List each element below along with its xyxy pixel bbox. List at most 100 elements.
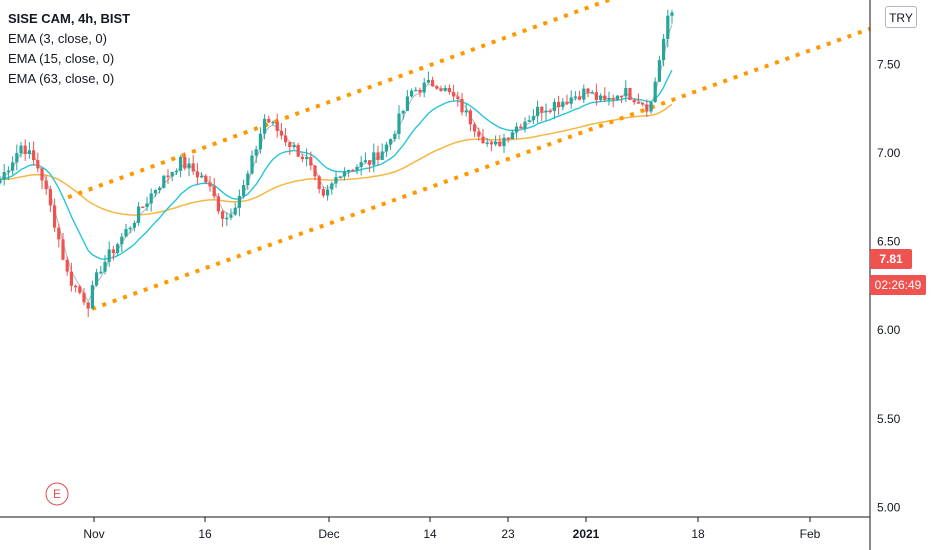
candle-body xyxy=(649,102,653,112)
candle-body xyxy=(174,170,178,173)
candle-body xyxy=(162,175,166,188)
candle-body xyxy=(208,182,212,187)
candle-body xyxy=(540,106,544,113)
candle-body xyxy=(153,190,157,194)
candle-body xyxy=(82,292,86,303)
candle-body xyxy=(258,133,262,150)
candle-body xyxy=(284,135,288,143)
candle-body xyxy=(61,239,65,260)
candle-body xyxy=(57,227,61,240)
candle-body xyxy=(405,96,409,111)
candle-body xyxy=(456,96,460,99)
candle-body xyxy=(498,141,502,147)
candle-body xyxy=(124,229,128,237)
candle-body xyxy=(40,168,44,181)
price-tick-label: 7.50 xyxy=(877,57,901,71)
candle-body xyxy=(384,144,388,152)
candle-body xyxy=(36,160,40,169)
indicator-ema-63[interactable]: EMA (63, close, 0) xyxy=(8,71,115,86)
candle-body xyxy=(557,101,561,108)
candle-body xyxy=(389,139,393,145)
candle-body xyxy=(128,227,132,230)
candle-body xyxy=(111,249,115,253)
time-axis[interactable]: Nov 16 Dec 14 23 2021 18 Feb xyxy=(83,517,821,541)
candle-body xyxy=(158,187,162,191)
candle-body xyxy=(636,102,640,104)
candles xyxy=(0,9,674,318)
candle-body xyxy=(653,81,657,103)
time-tick-label: 18 xyxy=(691,527,705,541)
countdown-badge-bg xyxy=(870,275,926,295)
candle-body xyxy=(641,102,645,105)
candle-body xyxy=(0,179,2,184)
candle-body xyxy=(86,302,90,309)
candle-body xyxy=(65,259,69,272)
candle-body xyxy=(271,121,275,124)
candle-body xyxy=(489,142,493,145)
candle-body xyxy=(620,95,624,98)
candle-body xyxy=(48,189,52,206)
candle-body xyxy=(179,156,183,171)
candle-body xyxy=(431,79,435,87)
candle-body xyxy=(116,244,120,253)
candle-body xyxy=(342,171,346,177)
candle-body xyxy=(233,207,237,215)
ema-63-line xyxy=(0,103,673,216)
candle-body xyxy=(195,171,199,178)
candle-body xyxy=(611,98,615,100)
time-tick-label: Dec xyxy=(318,527,339,541)
candle-body xyxy=(32,150,36,161)
candle-body xyxy=(330,183,334,190)
trend-channel[interactable] xyxy=(67,0,871,311)
price-tick-label: 5.00 xyxy=(877,501,901,515)
candle-body xyxy=(426,79,430,83)
indicator-ema-15[interactable]: EMA (15, close, 0) xyxy=(8,51,115,66)
time-tick-label: Nov xyxy=(83,527,104,541)
candle-body xyxy=(292,144,296,148)
candle-body xyxy=(250,155,254,174)
candle-body xyxy=(191,163,195,172)
candle-body xyxy=(355,166,359,171)
candle-body xyxy=(670,12,674,16)
currency-button[interactable]: TRY xyxy=(885,6,917,28)
candle-body xyxy=(216,196,220,212)
candle-body xyxy=(372,152,376,165)
candle-body xyxy=(452,92,456,97)
candle-body xyxy=(397,113,401,135)
earnings-event-marker[interactable]: E xyxy=(45,482,69,506)
candle-body xyxy=(481,136,485,144)
candle-body xyxy=(69,271,73,286)
candle-body xyxy=(15,153,19,163)
candle-body xyxy=(187,163,191,169)
candle-body xyxy=(263,118,267,134)
candle-body xyxy=(531,116,535,121)
chart-legend: SISE CAM, 4h, BIST EMA (3, close, 0) EMA… xyxy=(8,9,130,89)
candle-body xyxy=(141,206,145,209)
candle-body xyxy=(443,87,447,91)
candle-body xyxy=(305,157,309,160)
candle-body xyxy=(334,177,338,184)
candle-body xyxy=(11,162,15,171)
candle-body xyxy=(645,104,649,112)
candle-body xyxy=(447,87,451,93)
candle-body xyxy=(607,98,611,101)
candle-body xyxy=(435,86,439,89)
candle-body xyxy=(544,110,548,113)
indicator-ema-3[interactable]: EMA (3, close, 0) xyxy=(8,31,107,46)
candle-body xyxy=(27,150,31,154)
candle-body xyxy=(573,96,577,98)
candle-body xyxy=(624,87,628,97)
candle-body xyxy=(515,126,519,133)
candle-body xyxy=(561,101,565,108)
event-marker-circle[interactable] xyxy=(45,482,69,506)
time-tick-label: 16 xyxy=(198,527,212,541)
channel-lower-line[interactable] xyxy=(91,26,871,311)
price-axis[interactable]: 5.005.506.006.507.007.508.008.509.009.50… xyxy=(877,0,907,515)
candle-body xyxy=(347,169,351,172)
symbol-title[interactable]: SISE CAM, 4h, BIST xyxy=(8,11,131,26)
candle-body xyxy=(569,97,573,104)
price-tick-label: 6.50 xyxy=(877,235,901,249)
candle-body xyxy=(485,142,489,144)
